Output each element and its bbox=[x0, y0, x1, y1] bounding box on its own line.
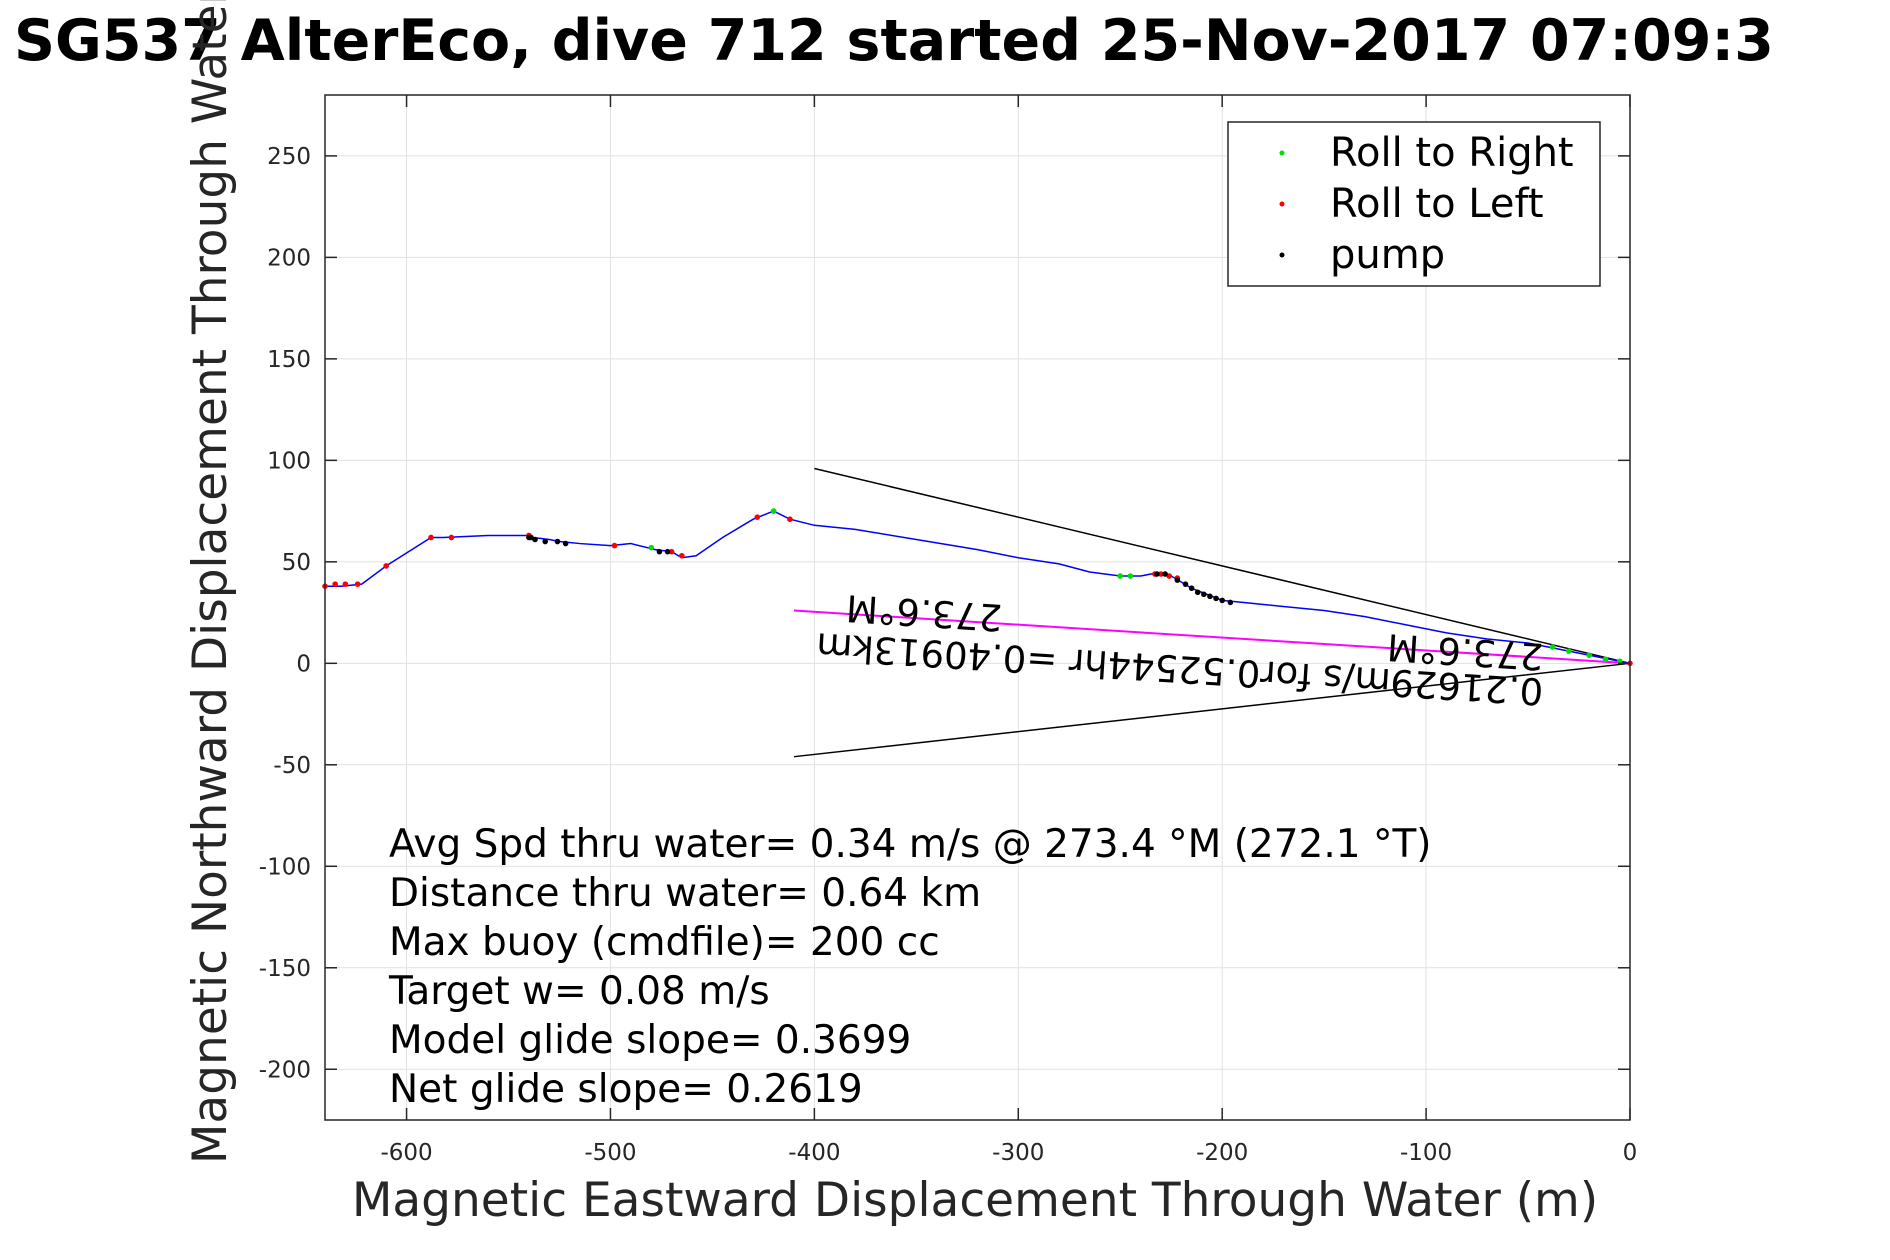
roll-left-point bbox=[428, 534, 434, 541]
pump-point bbox=[554, 538, 561, 545]
pump-point bbox=[1154, 571, 1160, 577]
y-tick-label: 150 bbox=[267, 347, 311, 373]
legend-label-roll-right: Roll to Right bbox=[1330, 130, 1574, 176]
pump-point bbox=[1194, 589, 1201, 596]
current-cone bbox=[793, 467, 1631, 758]
chart-title: SG537 AlterEco, dive 712 started 25-Nov-… bbox=[14, 8, 1774, 74]
roll-right-point bbox=[1602, 656, 1609, 663]
y-tick-label: -200 bbox=[259, 1057, 311, 1083]
dive-stats: Avg Spd thru water= 0.34 m/s @ 273.4 °M … bbox=[388, 822, 1432, 1112]
y-tick-label: -100 bbox=[259, 854, 311, 880]
roll-left-point bbox=[754, 514, 761, 520]
current-heading-annotation-left: 273.6°M bbox=[845, 586, 1004, 639]
y-tick-label: -50 bbox=[273, 753, 311, 779]
roll-left-point bbox=[383, 563, 389, 569]
pump-point bbox=[1182, 581, 1189, 587]
rotated-annotations: 0.21629m/s for0.52544hr =0.40913km273.6°… bbox=[815, 586, 1545, 713]
stat-line: Net glide slope= 0.2619 bbox=[389, 1067, 863, 1112]
pump-point bbox=[526, 534, 532, 541]
roll-right-point bbox=[1117, 573, 1124, 579]
roll-left-point bbox=[354, 581, 361, 587]
x-tick-label: -100 bbox=[1400, 1140, 1452, 1166]
x-tick-label: -600 bbox=[380, 1140, 432, 1166]
x-tick-label: -300 bbox=[992, 1140, 1044, 1166]
plot-frame bbox=[324, 94, 1631, 1121]
roll-left-point bbox=[611, 542, 618, 549]
pump-point bbox=[1188, 585, 1195, 592]
current-heading-annotation-right: 273.6°M bbox=[1386, 625, 1545, 678]
y-tick-label: 100 bbox=[267, 448, 311, 474]
roll-left-point bbox=[448, 534, 455, 541]
pump-point bbox=[664, 548, 671, 555]
cone-upper-line bbox=[814, 467, 1631, 665]
roll-left-point bbox=[1158, 571, 1164, 577]
y-tick-label: -150 bbox=[259, 956, 311, 982]
roll-right-point bbox=[1566, 648, 1572, 654]
y-tick-label: 250 bbox=[267, 144, 311, 170]
pump-point bbox=[542, 538, 549, 545]
x-tick-label: -400 bbox=[788, 1140, 840, 1166]
pump-point bbox=[1227, 599, 1234, 606]
legend-label-pump: pump bbox=[1330, 232, 1445, 278]
roll-left-point bbox=[787, 516, 793, 523]
y-tick-label: 0 bbox=[296, 651, 311, 677]
roll-left-point bbox=[332, 581, 338, 587]
x-tick-label: -200 bbox=[1196, 1140, 1248, 1166]
legend-box bbox=[1227, 121, 1601, 287]
roll-left-point bbox=[342, 581, 349, 587]
legend-marker-roll-left bbox=[1279, 201, 1285, 207]
current-vector-line bbox=[793, 609, 1631, 665]
stat-line: Max buoy (cmdfile)= 200 cc bbox=[389, 920, 940, 965]
roll-right-point bbox=[1127, 573, 1134, 579]
stat-line: Avg Spd thru water= 0.34 m/s @ 273.4 °M … bbox=[389, 822, 1432, 867]
stat-line: Model glide slope= 0.3699 bbox=[389, 1018, 911, 1063]
roll-right-point bbox=[1586, 652, 1593, 658]
legend-marker-roll-right bbox=[1279, 150, 1285, 156]
x-axis-label: Magnetic Eastward Displacement Through W… bbox=[352, 1173, 1598, 1228]
roll-right-point bbox=[1549, 644, 1556, 650]
tick-marks bbox=[325, 95, 1631, 1120]
pump-point bbox=[1219, 597, 1225, 604]
roll-and-pump-points bbox=[322, 508, 1633, 667]
cone-lower-line bbox=[793, 662, 1631, 758]
y-tick-label: 200 bbox=[267, 245, 311, 271]
pump-point bbox=[1174, 577, 1181, 583]
y-axis-label: Magnetic Northward Displacement Through … bbox=[183, 0, 238, 1164]
roll-right-point bbox=[770, 508, 777, 514]
stat-line: Target w= 0.08 m/s bbox=[388, 969, 770, 1014]
roll-right-point bbox=[648, 544, 655, 551]
pump-point bbox=[1213, 595, 1219, 602]
roll-left-point bbox=[668, 548, 675, 555]
legend-marker-pump bbox=[1279, 252, 1285, 258]
legend: Roll to Right Roll to Left pump bbox=[1227, 121, 1601, 287]
x-tick-label: 0 bbox=[1623, 1140, 1638, 1166]
x-tick-label: -500 bbox=[584, 1140, 636, 1166]
tick-labels: -600 -500 -400 -300 -200 -100 0-200-150-100-50… bbox=[259, 144, 1638, 1166]
y-tick-label: 50 bbox=[282, 550, 311, 576]
roll-left-point bbox=[679, 552, 685, 559]
legend-label-roll-left: Roll to Left bbox=[1330, 181, 1544, 227]
pump-point bbox=[562, 540, 569, 547]
pump-point bbox=[656, 548, 663, 555]
pump-point bbox=[1207, 593, 1213, 600]
stat-line: Distance thru water= 0.64 km bbox=[389, 871, 981, 916]
pump-point bbox=[1162, 571, 1168, 577]
pump-point bbox=[1201, 591, 1207, 598]
